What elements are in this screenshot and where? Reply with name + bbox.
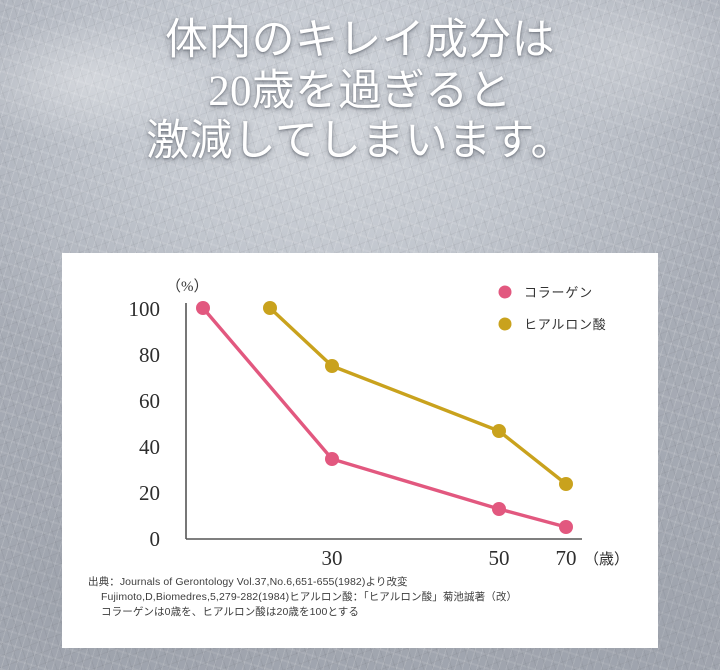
chart-plot-area: （%） 100 80 60 40 20 0 xyxy=(62,253,658,573)
headline-line-2: 20歳を過ぎると xyxy=(208,67,512,115)
collagen-point-age70 xyxy=(559,520,573,534)
hyaluronic-point-age70 xyxy=(559,477,573,491)
legend-marker-collagen xyxy=(498,285,512,299)
y-axis-tick-labels: 100 80 60 40 20 0 xyxy=(129,297,161,551)
series-collagen xyxy=(196,301,573,534)
line-chart-svg: （%） 100 80 60 40 20 0 xyxy=(129,278,630,570)
citation-line-2: Fujimoto,D,Biomedres,5,279-282(1984)ヒアルロ… xyxy=(101,590,518,603)
collagen-point-age30 xyxy=(325,452,339,466)
hyaluronic-acid-line xyxy=(268,306,568,486)
y-axis-unit-label: （%） xyxy=(166,278,209,295)
chart-legend: コラーゲン ヒアルロン酸 xyxy=(498,285,607,332)
x-tick-30: 30 xyxy=(322,546,343,570)
y-tick-100: 100 xyxy=(129,297,161,321)
legend-label-hyaluronic-acid: ヒアルロン酸 xyxy=(524,317,607,332)
y-tick-20: 20 xyxy=(139,481,160,505)
headline-line-1: 体内のキレイ成分は xyxy=(165,17,555,64)
legend-marker-hyaluronic-acid xyxy=(498,317,512,331)
y-tick-0: 0 xyxy=(150,527,161,551)
x-tick-70: 70 xyxy=(556,546,577,570)
x-axis-tick-labels: 30 50 70 （歳） xyxy=(322,546,630,570)
legend-label-collagen: コラーゲン xyxy=(524,285,593,300)
y-tick-40: 40 xyxy=(139,435,160,459)
citation-line-1: 出典：Journals of Gerontology Vol.37,No.6,6… xyxy=(88,576,408,588)
y-tick-80: 80 xyxy=(139,343,160,367)
source-citation: 出典：Journals of Gerontology Vol.37,No.6,6… xyxy=(88,575,648,620)
headline-line-3: 激減してしまいます。 xyxy=(146,118,574,166)
citation-line-3: コラーゲンは0歳を、ヒアルロン酸は20歳を100とする xyxy=(101,605,359,618)
series-hyaluronic-acid xyxy=(263,301,573,491)
collagen-line xyxy=(201,306,568,529)
headline: 体内のキレイ成分は 20歳を過ぎると 激減してしまいます。 xyxy=(0,16,720,168)
chart-card: （%） 100 80 60 40 20 0 xyxy=(62,253,658,648)
x-tick-50: 50 xyxy=(489,546,510,570)
collagen-point-age50 xyxy=(492,502,506,516)
x-axis-unit-label: （歳） xyxy=(584,551,629,568)
hyaluronic-point-age30 xyxy=(325,359,339,373)
hyaluronic-point-age50 xyxy=(492,424,506,438)
collagen-point-age0 xyxy=(196,301,210,315)
y-tick-60: 60 xyxy=(139,389,160,413)
hyaluronic-point-age20 xyxy=(263,301,277,315)
